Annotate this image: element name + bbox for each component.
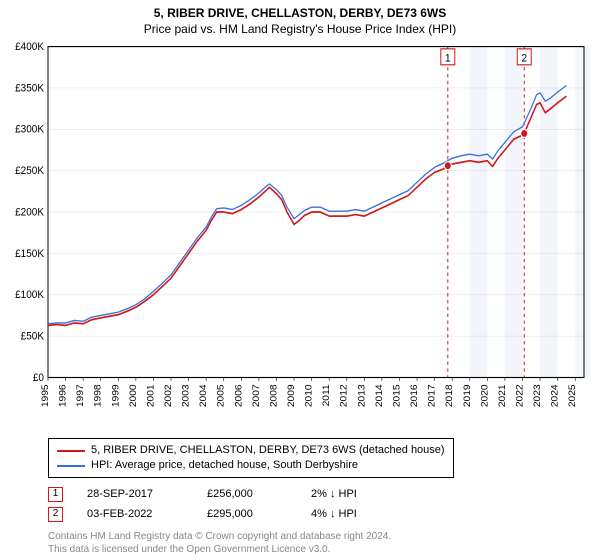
svg-text:£400K: £400K bbox=[15, 42, 45, 53]
svg-text:2018: 2018 bbox=[445, 384, 455, 407]
svg-text:1999: 1999 bbox=[111, 384, 121, 407]
svg-text:£150K: £150K bbox=[15, 247, 45, 260]
svg-text:2006: 2006 bbox=[234, 384, 244, 407]
svg-text:£50K: £50K bbox=[21, 330, 45, 343]
svg-text:2009: 2009 bbox=[287, 384, 297, 407]
footer-line-1: Contains HM Land Registry data © Crown c… bbox=[48, 530, 590, 543]
svg-text:2010: 2010 bbox=[304, 384, 314, 407]
svg-text:£100K: £100K bbox=[15, 289, 45, 302]
chart-title-main: 5, RIBER DRIVE, CHELLASTON, DERBY, DE73 … bbox=[10, 6, 590, 20]
marker-price: £295,000 bbox=[207, 504, 287, 524]
svg-text:1: 1 bbox=[445, 52, 451, 65]
svg-text:2002: 2002 bbox=[164, 384, 174, 407]
legend-entry: 5, RIBER DRIVE, CHELLASTON, DERBY, DE73 … bbox=[57, 443, 445, 458]
svg-text:2017: 2017 bbox=[427, 384, 437, 407]
svg-text:1995: 1995 bbox=[41, 384, 51, 407]
chart-titles: 5, RIBER DRIVE, CHELLASTON, DERBY, DE73 … bbox=[10, 6, 590, 36]
svg-text:2: 2 bbox=[521, 52, 527, 65]
svg-text:£0: £0 bbox=[33, 371, 44, 384]
svg-text:2021: 2021 bbox=[497, 384, 507, 407]
svg-text:2019: 2019 bbox=[462, 384, 472, 407]
svg-text:2020: 2020 bbox=[480, 384, 490, 407]
svg-text:2003: 2003 bbox=[181, 384, 191, 407]
svg-text:2016: 2016 bbox=[410, 384, 420, 407]
legend-label: HPI: Average price, detached house, Sout… bbox=[91, 458, 358, 473]
svg-text:£250K: £250K bbox=[15, 165, 45, 178]
chart-title-sub: Price paid vs. HM Land Registry's House … bbox=[10, 22, 590, 36]
svg-text:2001: 2001 bbox=[146, 384, 156, 407]
svg-text:2022: 2022 bbox=[515, 384, 525, 407]
marker-num-box: 2 bbox=[48, 507, 63, 522]
svg-text:2000: 2000 bbox=[128, 384, 138, 407]
svg-text:2011: 2011 bbox=[322, 384, 332, 406]
svg-text:2004: 2004 bbox=[199, 384, 209, 407]
plot-area: 1 2 £0 £50K £100K £150K £200K £250K £300K £350K £4… bbox=[10, 42, 590, 430]
svg-text:£300K: £300K bbox=[15, 123, 45, 136]
legend-swatch bbox=[57, 465, 85, 467]
svg-text:£200K: £200K bbox=[15, 206, 45, 219]
marker-price: £256,000 bbox=[207, 484, 287, 504]
marker-table: 1 28-SEP-2017 £256,000 2% ↓ HPI 2 03-FEB-2022… bbox=[48, 484, 590, 524]
marker-row: 2 03-FEB-2022 £295,000 4% ↓ HPI bbox=[48, 504, 590, 524]
svg-text:2015: 2015 bbox=[392, 384, 402, 407]
svg-text:2014: 2014 bbox=[374, 384, 384, 407]
svg-text:2024: 2024 bbox=[550, 384, 560, 407]
svg-text:£350K: £350K bbox=[15, 82, 45, 95]
svg-text:1998: 1998 bbox=[93, 384, 103, 407]
svg-text:2005: 2005 bbox=[216, 384, 226, 407]
legend: 5, RIBER DRIVE, CHELLASTON, DERBY, DE73 … bbox=[48, 438, 454, 478]
legend-label: 5, RIBER DRIVE, CHELLASTON, DERBY, DE73 … bbox=[91, 443, 445, 458]
svg-text:1997: 1997 bbox=[76, 384, 86, 407]
marker-date: 03-FEB-2022 bbox=[87, 504, 183, 524]
svg-text:2025: 2025 bbox=[568, 384, 578, 407]
svg-text:2007: 2007 bbox=[251, 384, 261, 407]
marker-row: 1 28-SEP-2017 £256,000 2% ↓ HPI bbox=[48, 484, 590, 504]
chart-container: 5, RIBER DRIVE, CHELLASTON, DERBY, DE73 … bbox=[0, 0, 600, 560]
svg-text:2012: 2012 bbox=[339, 384, 349, 407]
marker-num-box: 1 bbox=[48, 487, 63, 502]
svg-text:2008: 2008 bbox=[269, 384, 279, 407]
marker-delta: 4% ↓ HPI bbox=[311, 504, 357, 524]
plot-svg: 1 2 £0 £50K £100K £150K £200K £250K £300K £350K £4… bbox=[10, 42, 590, 430]
marker-date: 28-SEP-2017 bbox=[87, 484, 183, 504]
footer-attribution: Contains HM Land Registry data © Crown c… bbox=[48, 530, 590, 556]
marker-delta: 2% ↓ HPI bbox=[311, 484, 357, 504]
svg-text:1996: 1996 bbox=[58, 384, 68, 407]
legend-swatch bbox=[57, 450, 85, 452]
footer-line-2: This data is licensed under the Open Gov… bbox=[48, 543, 590, 556]
legend-entry: HPI: Average price, detached house, Sout… bbox=[57, 458, 445, 473]
svg-text:2013: 2013 bbox=[357, 384, 367, 407]
svg-text:2023: 2023 bbox=[533, 384, 543, 407]
